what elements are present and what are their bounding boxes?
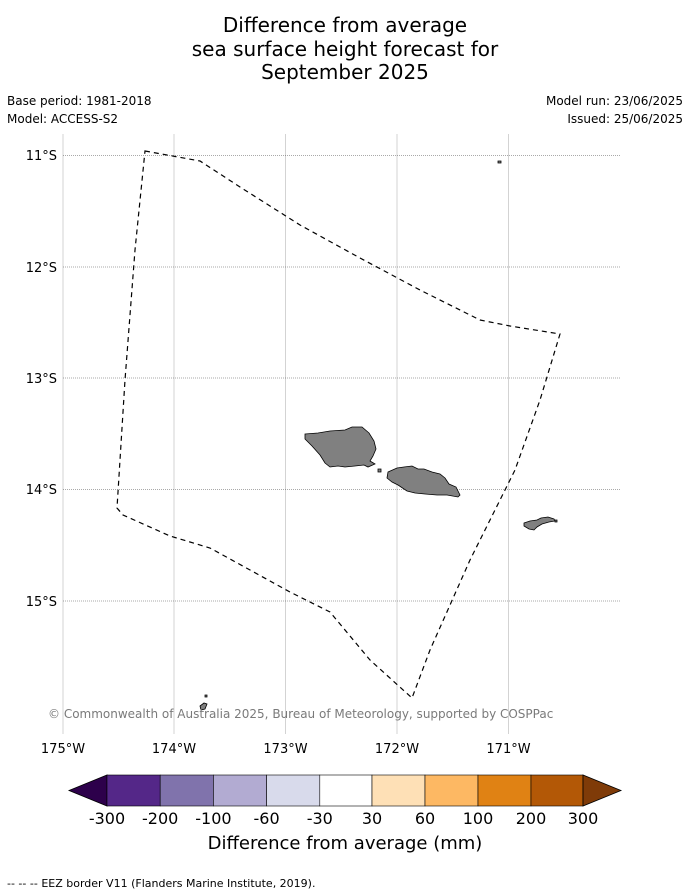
colorbar-segment-9 [530,774,584,807]
colorbar-tick-labels: -300 -200 -100 -60 -30 30 60 100 200 300 [89,809,598,828]
lat-label-13s: 13°S [26,372,57,387]
map-title: Difference from average sea surface heig… [0,13,690,85]
lon-label-174w: 174°W [152,742,196,757]
lon-label-171w: 171°W [486,742,530,757]
island-aunuu [554,519,558,523]
legend-eez: -- -- -- EEZ border V11 (Flanders Marine… [7,877,315,890]
colorbar-segment-4 [266,774,321,807]
base-period: Base period: 1981-2018 [7,94,152,108]
graticule [62,134,509,734]
lon-label-173w: 173°W [263,742,307,757]
colorbar-segment-2 [159,774,214,807]
title-line-3: September 2025 [261,60,429,84]
eez-border [116,150,561,700]
legend-eez-symbol: -- -- -- [7,877,38,890]
copyright-notice: © Commonwealth of Australia 2025, Bureau… [48,707,553,721]
lon-label-172w: 172°W [375,742,419,757]
lat-label-15s: 15°S [26,595,57,610]
colorbar-segment-7 [424,774,479,807]
island-tutuila [523,516,556,531]
colorbar-tick: 200 [516,809,547,828]
colorbar-segment-6 [371,774,426,807]
colorbar-tick: 100 [463,809,494,828]
colorbar-tick: 300 [568,809,599,828]
island-savaii [304,426,377,468]
lon-label-175w: 175°W [41,742,85,757]
island-uvea-south [199,702,208,711]
colorbar-label: Difference from average (mm) [207,833,483,854]
model-run: Model run: 23/06/2025 [545,94,683,108]
colorbar-tick: 60 [415,809,435,828]
colorbar: -300 -200 -100 -60 -30 30 60 100 200 300 [67,774,623,828]
lat-label-12s: 12°S [26,261,57,276]
colorbar-tick: -100 [195,809,231,828]
islands [199,160,558,711]
parallels [63,155,620,602]
colorbar-extend-high [582,774,623,807]
colorbar-tick: -30 [307,809,333,828]
colorbar-segment-1 [106,774,161,807]
island-swains [497,160,502,164]
colorbar-segment-3 [213,774,267,807]
title-line-1: Difference from average [222,13,468,37]
latitude-labels: 11°S 12°S 13°S 14°S 15°S [26,149,57,610]
colorbar-tick: -60 [254,809,280,828]
colorbar-tick: -300 [89,809,125,828]
lat-label-14s: 14°S [26,483,57,498]
issued-date: Issued: 25/06/2025 [567,112,683,126]
legend-eez-text: EEZ border V11 (Flanders Marine Institut… [41,877,316,890]
island-apolima [377,468,382,473]
title-line-2: sea surface height forecast for [191,36,499,61]
lat-label-11s: 11°S [26,149,57,164]
colorbar-segment-8 [477,774,532,807]
model-name: Model: ACCESS-S2 [7,112,119,126]
colorbar-extend-low [67,774,108,807]
island-upolu [386,465,461,498]
island-small-south [204,694,208,698]
colorbar-segment-5 [319,774,373,807]
longitude-labels: 175°W 174°W 173°W 172°W 171°W [41,742,531,757]
colorbar-tick: 30 [362,809,382,828]
colorbar-tick: -200 [142,809,178,828]
